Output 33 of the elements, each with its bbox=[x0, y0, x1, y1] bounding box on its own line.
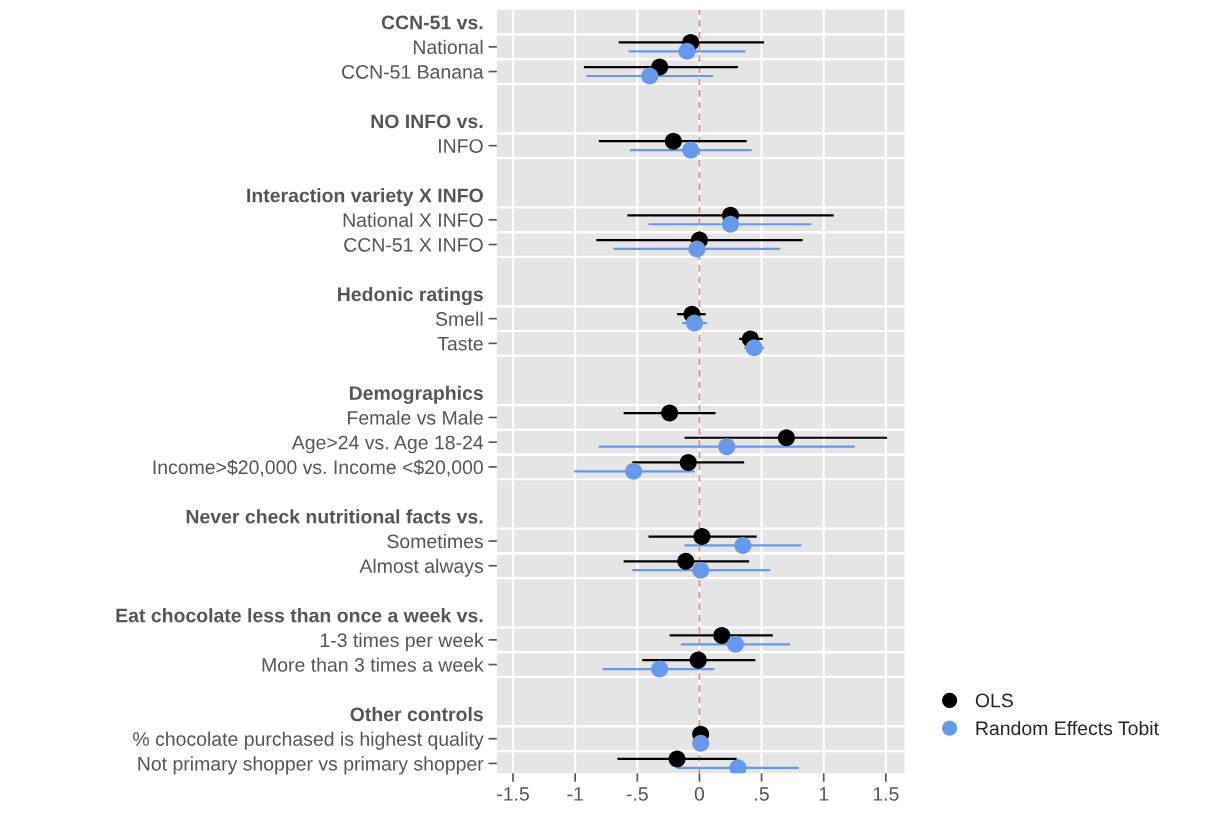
y-tick-label: Smell bbox=[435, 311, 483, 326]
y-tick-label: Taste bbox=[437, 337, 483, 351]
y-tick-label: Sometimes bbox=[387, 533, 483, 549]
y-tick-label: Eat chocolate less than once a week vs. bbox=[116, 608, 483, 623]
x-tick-label: 0 bbox=[694, 787, 705, 801]
y-tick-label: Hedonic ratings bbox=[338, 286, 483, 306]
y-tick-label: Not primary shopper vs primary shopper bbox=[138, 756, 484, 775]
y-tick-label: % chocolate purchased is highest quality bbox=[133, 731, 484, 750]
y-tick-label: Never check nutritional facts vs. bbox=[186, 509, 483, 524]
legend-label: OLS bbox=[975, 693, 1013, 708]
y-tick-label: INFO bbox=[439, 139, 483, 153]
x-tick-label: -.5 bbox=[626, 787, 648, 801]
x-tick-label: .5 bbox=[755, 787, 769, 801]
legend-label: Random Effects Tobit bbox=[976, 720, 1159, 736]
y-tick-label: NO INFO vs. bbox=[371, 114, 483, 129]
y-tick-label: Other controls bbox=[350, 706, 483, 722]
y-tick-label: Demographics bbox=[349, 385, 483, 404]
x-tick-label: 1 bbox=[819, 787, 829, 801]
y-tick-label: Interaction variety X INFO bbox=[247, 188, 483, 207]
y-tick-label: 1-3 times per week bbox=[320, 632, 484, 651]
y-tick-label: More than 3 times a week bbox=[262, 657, 484, 672]
y-tick-label: CCN-51 vs. bbox=[381, 15, 483, 30]
y-tick-label: National X INFO bbox=[343, 212, 483, 228]
x-tick-label: -1 bbox=[567, 787, 583, 801]
y-tick-label: Age>24 vs. Age 18-24 bbox=[291, 435, 484, 454]
x-tick-label: 1.5 bbox=[873, 787, 899, 801]
y-tick-label: Female vs Male bbox=[348, 410, 483, 425]
y-tick-label: CCN-51 X INFO bbox=[344, 237, 483, 252]
y-tick-label: CCN-51 Banana bbox=[342, 65, 484, 79]
y-tick-label: Income>$20,000 vs. Income <$20,000 bbox=[153, 459, 483, 477]
y-tick-label: National bbox=[413, 39, 483, 55]
x-tick-label: -1.5 bbox=[497, 787, 529, 801]
y-tick-label: Almost always bbox=[359, 558, 483, 577]
